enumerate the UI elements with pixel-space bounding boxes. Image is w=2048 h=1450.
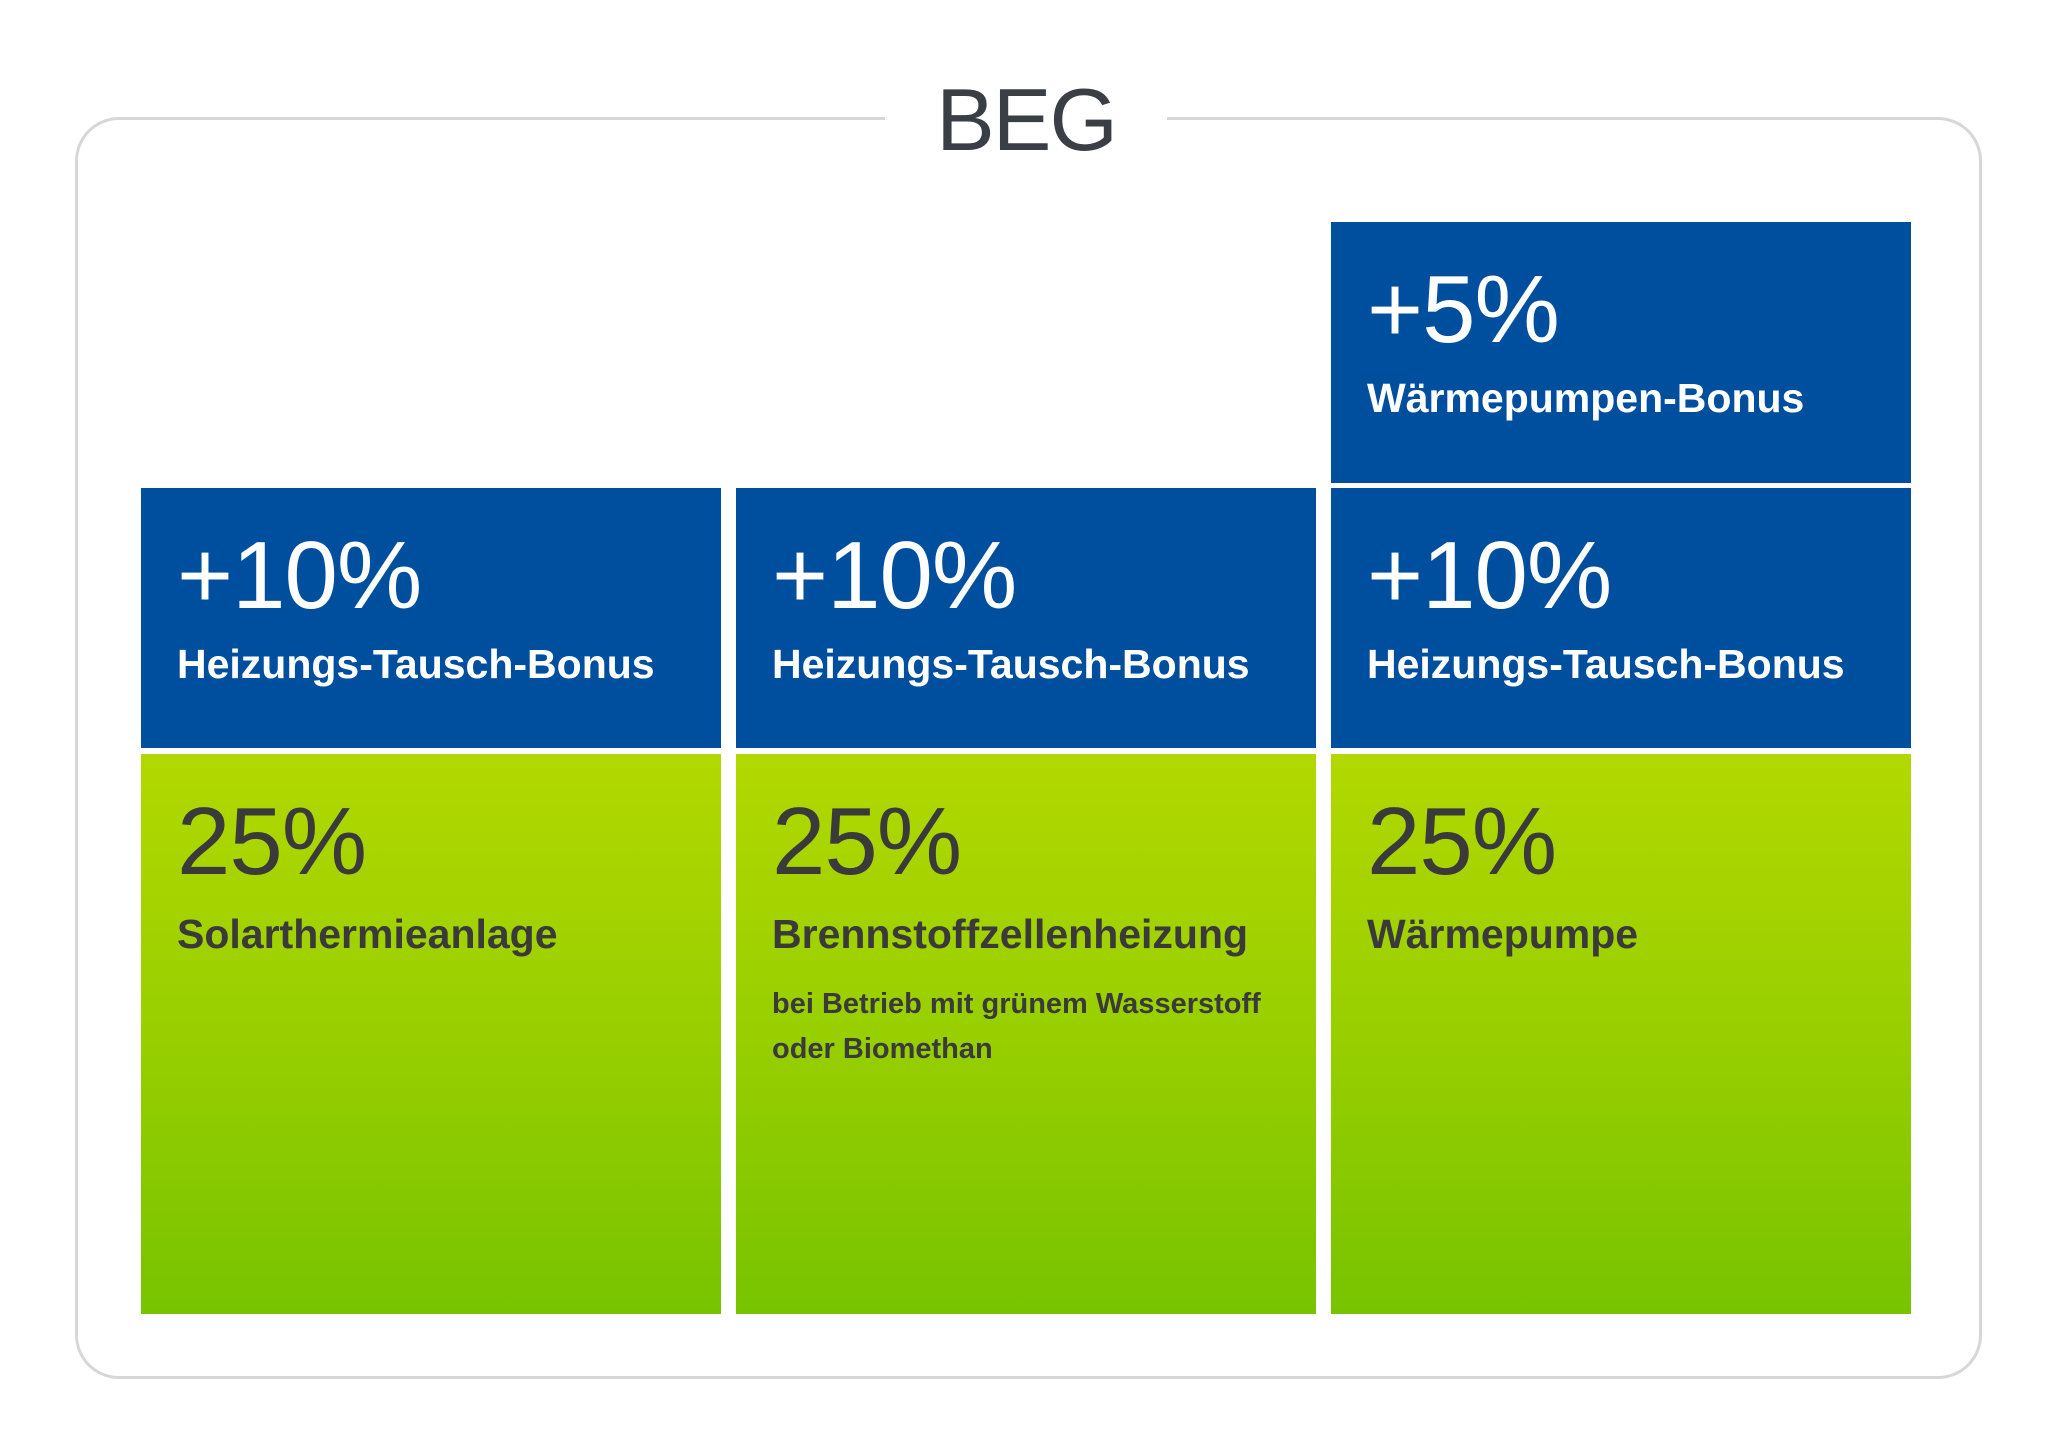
base-percent: 25% bbox=[772, 788, 962, 895]
bonus-box-heating-swap-col2: +10% Heizungs-Tausch-Bonus bbox=[736, 488, 1316, 748]
bonus-box-heating-swap-col3: +10% Heizungs-Tausch-Bonus bbox=[1331, 488, 1911, 748]
base-label: Wärmepumpe bbox=[1367, 911, 1639, 957]
diagram-title: BEG bbox=[885, 70, 1167, 170]
base-label: Brennstoffzellenheizung bbox=[772, 911, 1249, 957]
base-percent: 25% bbox=[1367, 788, 1557, 895]
bonus-label: Heizungs-Tausch-Bonus bbox=[772, 641, 1250, 687]
bonus-label: Heizungs-Tausch-Bonus bbox=[177, 641, 655, 687]
bonus-label: Wärmepumpen-Bonus bbox=[1367, 375, 1805, 421]
base-note: bei Betrieb mit grünem Wasserstoff oder … bbox=[772, 988, 1261, 1065]
bonus-percent: +10% bbox=[772, 522, 1017, 629]
base-percent: 25% bbox=[177, 788, 367, 895]
base-box-heat-pump: 25% Wärmepumpe bbox=[1331, 754, 1911, 1314]
bonus-label: Heizungs-Tausch-Bonus bbox=[1367, 641, 1845, 687]
bonus-box-heating-swap-col1: +10% Heizungs-Tausch-Bonus bbox=[141, 488, 721, 748]
base-box-fuel-cell: 25% Brennstoffzellenheizung bei Betrieb … bbox=[736, 754, 1316, 1314]
bonus-box-heat-pump: +5% Wärmepumpen-Bonus bbox=[1331, 222, 1911, 483]
bonus-percent: +5% bbox=[1367, 256, 1560, 363]
base-label: Solarthermieanlage bbox=[177, 911, 558, 957]
bonus-percent: +10% bbox=[177, 522, 422, 629]
bonus-percent: +10% bbox=[1367, 522, 1612, 629]
base-box-solar-thermal: 25% Solarthermieanlage bbox=[141, 754, 721, 1314]
